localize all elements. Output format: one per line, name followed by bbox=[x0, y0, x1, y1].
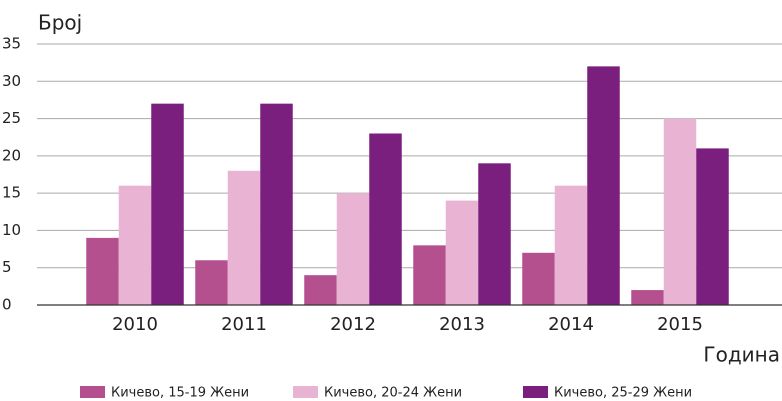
bar bbox=[413, 245, 446, 305]
x-tick-label: 2012 bbox=[330, 314, 376, 335]
legend-swatch bbox=[523, 386, 548, 398]
legend-swatch bbox=[80, 386, 105, 398]
x-tick-label: 2015 bbox=[657, 314, 703, 335]
bar bbox=[369, 133, 402, 305]
x-tick-label: 2010 bbox=[112, 314, 158, 335]
y-tick-label: 25 bbox=[2, 109, 21, 127]
x-tick-label: 2014 bbox=[548, 314, 594, 335]
y-tick-label: 0 bbox=[2, 296, 12, 314]
bar bbox=[118, 185, 152, 305]
y-axis-title: Број bbox=[38, 11, 82, 35]
x-tick-label: 2013 bbox=[439, 314, 485, 335]
y-tick-label: 15 bbox=[2, 184, 21, 202]
bar bbox=[631, 290, 664, 305]
legend-label: Кичево, 25-29 Жени bbox=[554, 386, 692, 401]
bar bbox=[663, 118, 697, 305]
bar bbox=[478, 163, 511, 305]
x-axis-title: Година bbox=[703, 343, 780, 367]
bar bbox=[260, 103, 293, 306]
bar bbox=[227, 170, 261, 305]
bar bbox=[195, 260, 228, 305]
y-tick-label: 35 bbox=[2, 35, 21, 53]
bar bbox=[445, 200, 479, 305]
x-tick-label: 2011 bbox=[221, 314, 267, 335]
y-tick-label: 20 bbox=[2, 146, 21, 164]
legend-label: Кичево, 15-19 Жени bbox=[111, 386, 249, 401]
bar bbox=[696, 148, 729, 305]
y-tick-label: 10 bbox=[2, 221, 21, 239]
bar bbox=[587, 66, 620, 305]
bar bbox=[554, 185, 588, 305]
legend-label: Кичево, 20-24 Жени bbox=[324, 386, 462, 401]
y-tick-label: 30 bbox=[2, 72, 21, 90]
bar bbox=[151, 103, 184, 306]
bar bbox=[336, 193, 370, 305]
y-tick-label: 5 bbox=[2, 258, 12, 276]
bar bbox=[86, 237, 119, 305]
bar bbox=[522, 252, 555, 305]
bar bbox=[304, 275, 337, 305]
legend-swatch bbox=[293, 386, 318, 398]
